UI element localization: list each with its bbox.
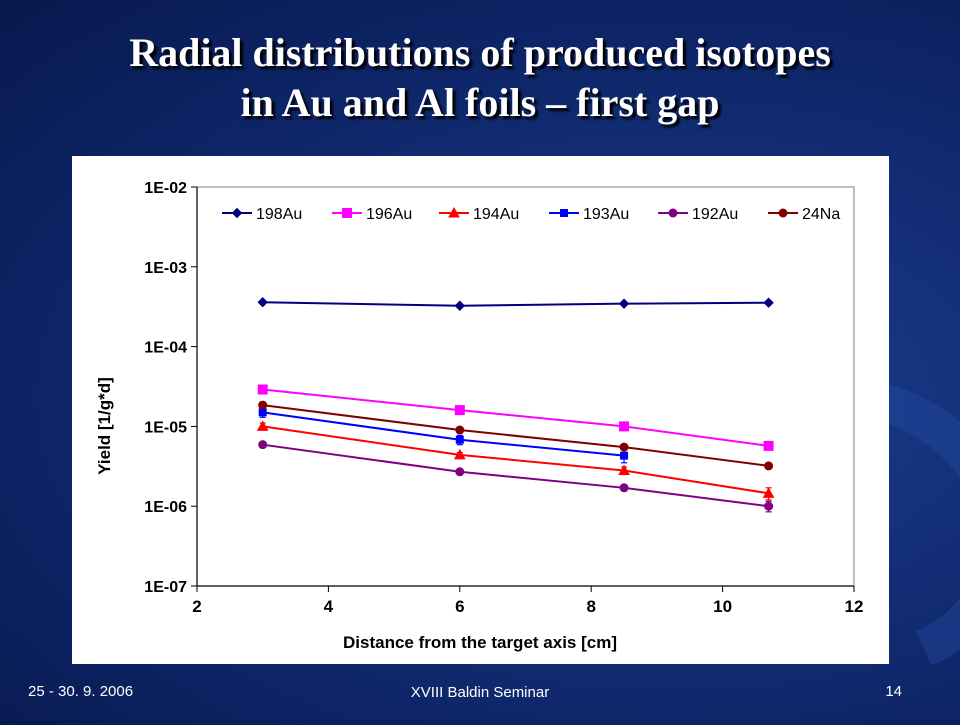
- series-line-24Na: [262, 404, 769, 467]
- data-point-198Au: [763, 297, 774, 308]
- y-tick-label: 1E-06: [144, 499, 187, 516]
- legend-marker: [231, 207, 243, 219]
- chart-panel: 1E-02 1E-03 1E-04 1E-05 1E-06 1E-07 2 4 6 8 10 12 1…: [72, 156, 889, 664]
- series-24Na: [258, 400, 774, 471]
- data-point-196Au: [619, 421, 630, 432]
- legend-marker: [342, 208, 352, 218]
- y-tick-label: 1E-03: [144, 260, 187, 277]
- data-point-24Na: [455, 425, 465, 435]
- x-tick-label: 10: [713, 597, 732, 616]
- series-line-198Au: [262, 301, 769, 307]
- series-193Au: [258, 407, 629, 464]
- data-point-194Au: [618, 464, 630, 476]
- data-point-193Au: [258, 408, 267, 417]
- legend-item-194Au: 194Au: [439, 206, 519, 223]
- data-point-192Au: [619, 483, 629, 493]
- data-point-192Au: [258, 440, 268, 450]
- data-point-198Au: [257, 296, 268, 308]
- data-point-198Au: [618, 298, 630, 309]
- series-198Au: [257, 296, 774, 311]
- page-number: 14: [885, 683, 902, 700]
- footer-event: XVIII Baldin Seminar: [410, 684, 550, 701]
- y-tick-label: 1E-07: [144, 579, 187, 596]
- series-196Au: [257, 384, 774, 451]
- x-tick-label: 4: [324, 597, 334, 616]
- y-tick-label: 1E-04: [144, 340, 187, 357]
- data-point-194Au: [762, 487, 775, 498]
- series-line-192Au: [262, 443, 769, 508]
- data-point-193Au: [455, 435, 464, 444]
- x-tick-label: 12: [845, 597, 864, 616]
- legend-marker: [448, 206, 460, 218]
- legend-item-192Au: 192Au: [658, 206, 738, 223]
- y-axis-label: Yield [1/g*d]: [95, 377, 114, 475]
- series-192Au: [258, 440, 774, 513]
- data-point-24Na: [258, 400, 268, 410]
- plot-frame: [196, 186, 855, 587]
- series-194Au: [256, 420, 775, 501]
- data-point-194Au: [453, 448, 466, 460]
- data-point-194Au: [256, 420, 269, 431]
- x-tick-label: 6: [455, 597, 464, 616]
- slide-title: Radial distributions of produced isotope…: [0, 28, 960, 128]
- series-line-196Au: [262, 388, 769, 447]
- data-point-193Au: [620, 451, 629, 460]
- legend-label: 198Au: [256, 206, 302, 223]
- footer-date: 25 - 30. 9. 2006: [28, 683, 134, 700]
- x-tick-label: 2: [192, 597, 201, 616]
- data-point-192Au: [455, 467, 465, 477]
- data-point-192Au: [764, 501, 774, 511]
- data-point-198Au: [454, 300, 466, 311]
- y-tick-label: 1E-05: [144, 419, 187, 436]
- y-tick-label: 1E-02: [144, 180, 187, 197]
- legend-item-196Au: 196Au: [332, 206, 412, 223]
- data-point-196Au: [257, 384, 268, 395]
- legend-label: 194Au: [473, 206, 519, 223]
- legend-label: 196Au: [366, 206, 412, 223]
- legend-item-24Na: 24Na: [768, 206, 840, 223]
- data-point-24Na: [619, 442, 629, 452]
- legend-marker: [668, 208, 678, 218]
- legend-marker: [560, 209, 568, 217]
- slide-title-line-2: in Au and Al foils – first gap: [240, 80, 720, 125]
- slide-title-line-1: Radial distributions of produced isotope…: [129, 30, 831, 75]
- data-point-24Na: [764, 461, 774, 471]
- legend-item-193Au: 193Au: [549, 206, 629, 223]
- x-tick-label: 8: [586, 597, 595, 616]
- yield-chart: 1E-02 1E-03 1E-04 1E-05 1E-06 1E-07 2 4 6 8 10 12 1…: [95, 180, 864, 652]
- legend-label: 192Au: [692, 206, 738, 223]
- data-point-196Au: [454, 405, 465, 416]
- data-point-196Au: [763, 440, 774, 451]
- legend-item-198Au: 198Au: [222, 206, 302, 223]
- legend-label: 193Au: [583, 206, 629, 223]
- legend-marker: [778, 208, 788, 218]
- series-line-194Au: [262, 425, 769, 495]
- x-axis-label: Distance from the target axis [cm]: [343, 633, 617, 652]
- legend-label: 24Na: [802, 206, 840, 223]
